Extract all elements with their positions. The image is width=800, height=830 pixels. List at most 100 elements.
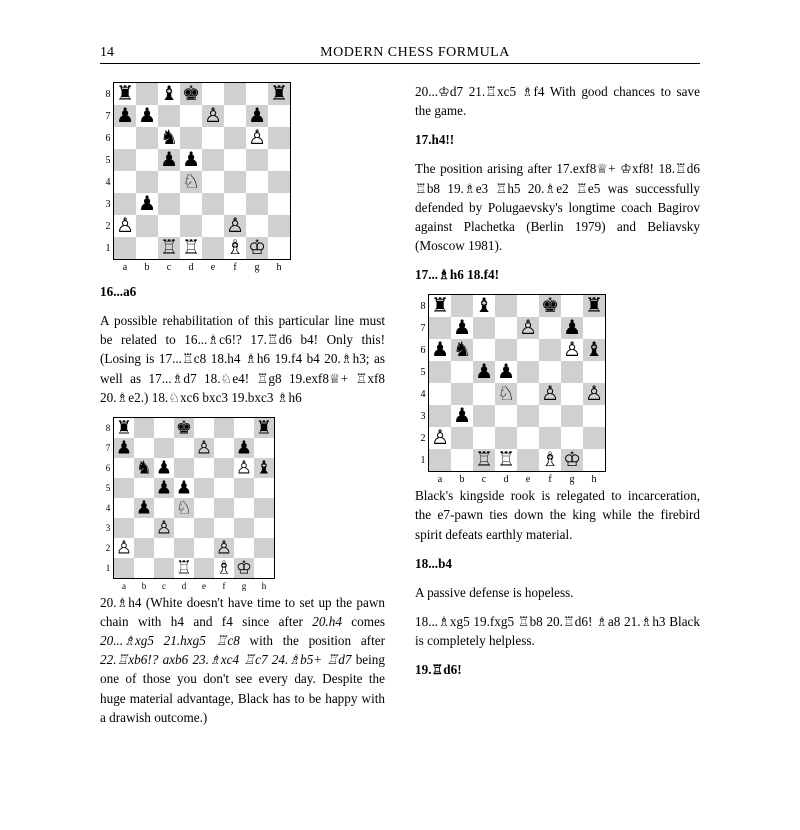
svg-text:♝: ♝ [475,295,493,317]
svg-text:♘: ♘ [497,383,515,405]
svg-text:c: c [162,581,166,591]
svg-text:♖: ♖ [160,237,178,259]
svg-text:♟: ♟ [453,405,471,427]
svg-text:♖: ♖ [182,237,200,259]
svg-text:♙: ♙ [585,383,603,405]
svg-text:8: 8 [106,423,111,433]
move-heading: 18...b4 [415,554,700,573]
svg-text:♙: ♙ [431,427,449,449]
svg-text:8: 8 [421,301,426,312]
svg-text:6: 6 [106,463,111,473]
svg-text:♖: ♖ [176,557,192,577]
svg-text:g: g [570,474,575,485]
svg-text:♘: ♘ [176,497,192,517]
svg-text:d: d [189,262,194,273]
svg-text:4: 4 [421,389,426,400]
svg-text:♙: ♙ [196,437,212,457]
svg-text:♙: ♙ [226,215,244,237]
paragraph: A passive defense is hopeless. [415,583,700,602]
svg-text:2: 2 [106,543,111,553]
svg-text:♟: ♟ [176,477,192,497]
svg-text:♙: ♙ [236,457,252,477]
chess-diagram-2: abcdefgh87654321♜♚♜♟♙♟♞♟♙♝♟♟♟♘♙♙♙♖♗♔ [100,417,385,593]
svg-text:♜: ♜ [116,417,132,437]
chess-board-svg: abcdefgh87654321♜♝♚♜♟♙♟♟♞♙♝♟♟♘♙♙♟♙♖♖♗♔ [415,294,607,486]
svg-text:♟: ♟ [138,193,156,215]
svg-text:5: 5 [106,155,111,166]
svg-text:b: b [145,262,150,273]
svg-text:h: h [592,474,597,485]
svg-text:a: a [123,262,128,273]
svg-text:♝: ♝ [585,339,603,361]
svg-text:♚: ♚ [176,417,192,437]
svg-text:♗: ♗ [541,449,559,471]
move-heading: 17.h4!! [415,130,700,149]
svg-text:4: 4 [106,177,111,188]
svg-text:e: e [526,474,531,485]
svg-text:♟: ♟ [116,437,132,457]
svg-text:♖: ♖ [475,449,493,471]
svg-text:♟: ♟ [431,339,449,361]
svg-text:c: c [167,262,172,273]
svg-text:7: 7 [106,443,111,453]
svg-text:♝: ♝ [256,457,272,477]
svg-text:♜: ♜ [256,417,272,437]
svg-text:♟: ♟ [563,317,581,339]
paragraph: 20...♔d7 21.♖xc5 ♗f4 With good chances t… [415,82,700,120]
svg-text:1: 1 [106,243,111,254]
svg-text:b: b [142,581,147,591]
svg-text:3: 3 [421,411,426,422]
svg-text:♗: ♗ [226,237,244,259]
svg-text:g: g [255,262,260,273]
svg-text:7: 7 [106,111,111,122]
svg-text:♙: ♙ [116,215,134,237]
svg-text:f: f [223,581,226,591]
svg-text:5: 5 [421,367,426,378]
svg-text:♞: ♞ [160,127,178,149]
page-content: abcdefgh87654321♜♝♚♜♟♟♙♟♞♙♟♟♘♟♙♙♖♖♗♔ 16.… [100,82,700,727]
svg-text:♟: ♟ [182,149,200,171]
svg-text:♜: ♜ [431,295,449,317]
svg-text:6: 6 [421,345,426,356]
svg-text:3: 3 [106,199,111,210]
svg-text:8: 8 [106,89,111,100]
svg-text:c: c [482,474,487,485]
svg-text:♚: ♚ [182,83,200,105]
svg-text:♟: ♟ [160,149,178,171]
svg-text:5: 5 [106,483,111,493]
svg-text:♜: ♜ [270,83,288,105]
paragraph: Black's kingside rook is relegated to in… [415,486,700,543]
chess-board-svg: abcdefgh87654321♜♝♚♜♟♟♙♟♞♙♟♟♘♟♙♙♖♖♗♔ [100,82,292,274]
svg-text:a: a [122,581,126,591]
svg-text:e: e [211,262,216,273]
svg-text:4: 4 [106,503,111,513]
svg-text:♙: ♙ [156,517,172,537]
svg-text:1: 1 [421,455,426,466]
svg-text:♟: ♟ [156,457,172,477]
svg-text:♔: ♔ [236,557,252,577]
page-header: 14 MODERN CHESS FORMULA [100,45,700,64]
page-number: 14 [100,45,130,61]
svg-text:♟: ♟ [497,361,515,383]
chess-board-svg: abcdefgh87654321♜♚♜♟♙♟♞♟♙♝♟♟♟♘♙♙♙♖♗♔ [100,417,276,593]
svg-text:d: d [504,474,509,485]
svg-text:♟: ♟ [453,317,471,339]
svg-text:3: 3 [106,523,111,533]
svg-text:6: 6 [106,133,111,144]
svg-text:♙: ♙ [248,127,266,149]
svg-text:a: a [438,474,443,485]
svg-text:♙: ♙ [204,105,222,127]
svg-text:♙: ♙ [541,383,559,405]
svg-text:♚: ♚ [541,295,559,317]
svg-text:♗: ♗ [216,557,232,577]
svg-text:♙: ♙ [216,537,232,557]
svg-text:♙: ♙ [116,537,132,557]
svg-text:♙: ♙ [519,317,537,339]
text-italic: 20.h4 [312,614,342,629]
move-heading: 19.♖d6! [415,660,700,679]
book-page: 14 MODERN CHESS FORMULA a b c d e f g h 8 7 6 5 4 3 2 1… [40,30,760,770]
paragraph: 18...♗xg5 19.fxg5 ♖b8 20.♖d6! ♗a8 21.♗h3… [415,612,700,650]
move-heading: 16...a6 [100,282,385,301]
paragraph: 20.♗h4 (White doesn't have time to set u… [100,593,385,727]
svg-text:7: 7 [421,323,426,334]
